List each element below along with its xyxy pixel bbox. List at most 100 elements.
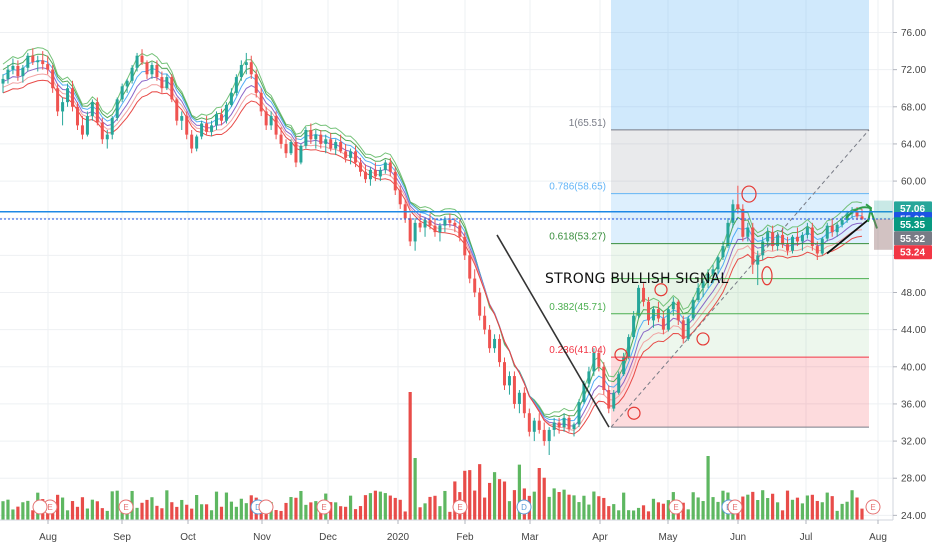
volume-bar-132 [656, 502, 661, 520]
x-tick-label-5: 2020 [387, 532, 410, 543]
volume-bar-67 [334, 502, 338, 520]
candle-body-88 [438, 225, 442, 233]
event-marker-extra-1 [258, 499, 274, 515]
candle-body-27 [135, 55, 139, 68]
candle-body-79 [393, 171, 397, 191]
candle-body-152 [756, 255, 760, 265]
candle-body-50 [249, 62, 253, 75]
candle-body-60 [299, 145, 303, 163]
candle-body-45 [224, 104, 228, 121]
y-tick-label-2: 32.00 [901, 437, 926, 448]
volume-bar-108 [537, 468, 541, 520]
candle-body-120 [597, 352, 601, 367]
volume-bar-43 [214, 491, 219, 520]
volume-bar-44 [219, 506, 224, 520]
candle-body-37 [185, 116, 189, 135]
candle-body-124 [617, 374, 621, 393]
volume-bar-131 [651, 498, 656, 520]
event-marker-4 [452, 499, 468, 515]
volume-bar-169 [840, 503, 844, 520]
candle-body-20 [100, 122, 104, 140]
candle-body-57 [284, 143, 288, 154]
volume-bar-35 [175, 506, 179, 520]
grid [0, 0, 893, 520]
candle-body-118 [587, 371, 591, 384]
volume-bar-156 [775, 502, 780, 520]
volume-bar-159 [790, 499, 795, 520]
candle-body-18 [90, 102, 94, 117]
y-tick-label-13: 76.00 [901, 28, 926, 39]
candle-body-48 [239, 65, 243, 78]
candle-body-84 [418, 222, 422, 228]
event-marker-8 [727, 499, 743, 515]
candle-body-73 [363, 171, 367, 180]
volume-bar-77 [383, 493, 387, 520]
candle-body-54 [269, 116, 273, 126]
volume-bar-116 [577, 502, 581, 520]
candle-body-62 [309, 130, 313, 140]
volume-bar-15 [75, 506, 80, 520]
y-axis[interactable]: 24.0028.0032.0036.0040.0044.0048.0052.00… [892, 0, 926, 522]
candle-body-111 [552, 422, 556, 430]
event-markers[interactable]: EEDEEDEDEE [32, 499, 881, 515]
candle-body-64 [319, 134, 323, 144]
volume-bar-165 [820, 502, 824, 520]
volume-bar-2 [11, 509, 15, 520]
candle-body-126 [627, 337, 631, 358]
volume-bar-107 [532, 491, 536, 520]
candle-body-162 [805, 227, 809, 235]
volume-bar-119 [592, 491, 596, 520]
fib-zone-top [611, 0, 869, 130]
candle-body-96 [478, 292, 482, 316]
candle-body-51 [254, 74, 258, 93]
candle-body-58 [289, 142, 293, 154]
volume-bar-109 [542, 477, 546, 520]
volume-bar-86 [428, 496, 432, 520]
candle-body-68 [339, 142, 343, 152]
volume-bar-163 [810, 494, 814, 520]
volume-bar-164 [815, 500, 819, 520]
volume-bar-6 [31, 510, 35, 520]
swing-circle-3 [696, 332, 710, 346]
volume-bar-158 [785, 490, 790, 520]
volume-bar-13 [65, 510, 70, 520]
x-tick-label-10: Jun [730, 532, 746, 543]
volume-bar-71 [353, 509, 358, 520]
volume-bar-55 [274, 510, 278, 520]
volume-bar-144 [716, 501, 720, 520]
volume-bar-57 [284, 502, 288, 520]
volume-bar-94 [468, 470, 472, 520]
y-tick-label-5: 44.00 [901, 325, 926, 336]
signal-annotation: STRONG BULLISH SIGNAL [545, 271, 728, 287]
candle-body-154 [766, 232, 770, 242]
candle-body-115 [572, 424, 576, 429]
volume-bar-21 [105, 510, 109, 520]
x-axis[interactable]: Aug Sep Oct Nov Dec 2020 Feb Mar Apr May Jun Jul Aug [0, 519, 893, 543]
volume-bar-114 [567, 494, 571, 520]
candle-body-108 [537, 420, 541, 430]
volume-bar-166 [825, 492, 829, 520]
volume-bar-84 [418, 507, 422, 520]
volume-bar-32 [160, 508, 164, 520]
downtrend-line [496, 234, 610, 428]
candle-body-117 [582, 383, 586, 403]
event-marker-extra-0 [32, 499, 48, 515]
candle-body-114 [567, 417, 571, 429]
event-label-1: E [123, 503, 128, 512]
projection-arrowhead [865, 203, 873, 223]
volume-bar-91 [453, 481, 457, 520]
volume-bar-41 [204, 504, 209, 520]
candle-body-98 [488, 329, 492, 349]
volume-bar-113 [562, 489, 566, 520]
candle-body-156 [776, 234, 780, 247]
volume-bar-63 [314, 501, 318, 520]
candle-body-5 [26, 55, 30, 68]
candle-body-52 [259, 92, 263, 112]
volume-bar-85 [423, 503, 427, 520]
price-lines [0, 200, 893, 250]
event-label-9: E [870, 503, 875, 512]
volume-bar-60 [299, 490, 303, 520]
volume-bar-137 [681, 502, 685, 520]
volume-bar-1 [6, 499, 10, 520]
